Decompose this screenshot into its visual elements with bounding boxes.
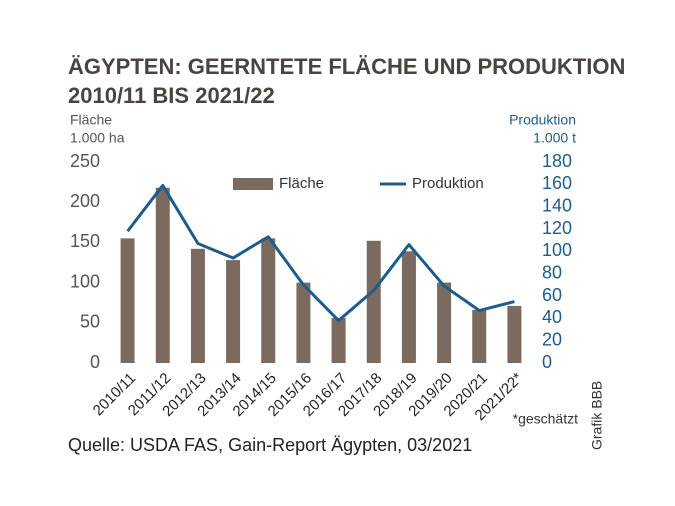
bar — [296, 282, 311, 363]
source: Quelle: USDA FAS, Gain-Report Ägypten, 0… — [68, 435, 472, 455]
y2-axis-label: Produktion — [509, 112, 576, 128]
chart-subtitle: 2010/11 BIS 2021/22 — [68, 83, 275, 108]
y2-tick-label: 100 — [542, 240, 572, 260]
y2-tick-label: 40 — [542, 307, 562, 327]
footnote: *geschätzt — [513, 411, 578, 427]
bar — [120, 238, 135, 363]
y-tick-label: 200 — [70, 191, 100, 211]
y-axis-label: 1.000 ha — [70, 130, 125, 146]
bar — [226, 260, 241, 363]
y2-tick-label: 180 — [542, 151, 572, 171]
y2-axis-label: 1.000 t — [533, 130, 576, 146]
y-tick-label: 50 — [80, 312, 100, 332]
y2-tick-label: 0 — [542, 352, 552, 372]
legend-label: Fläche — [279, 175, 324, 192]
legend-swatch — [233, 178, 273, 190]
bar — [366, 240, 381, 363]
legend-label: Produktion — [412, 175, 484, 192]
bar — [331, 317, 346, 363]
y-tick-label: 150 — [70, 231, 100, 251]
bar — [155, 187, 170, 363]
y-tick-label: 100 — [70, 271, 100, 291]
y2-tick-label: 120 — [542, 218, 572, 238]
bar — [190, 248, 205, 363]
y2-tick-label: 160 — [542, 173, 572, 193]
chart-title: ÄGYPTEN: GEERNTETE FLÄCHE UND PRODUKTION — [68, 54, 625, 79]
y2-tick-label: 20 — [542, 329, 562, 349]
bar — [472, 309, 487, 363]
bar — [401, 251, 416, 363]
y2-tick-label: 80 — [542, 262, 562, 282]
line — [126, 183, 515, 323]
y-tick-label: 250 — [70, 151, 100, 171]
bar — [507, 305, 522, 363]
y2-tick-label: 140 — [542, 195, 572, 215]
credit: Grafik BBB — [589, 381, 605, 450]
bar — [261, 238, 276, 363]
y-axis-label: Fläche — [70, 112, 112, 128]
y2-tick-label: 60 — [542, 285, 562, 305]
y-tick-label: 0 — [90, 352, 100, 372]
bar — [437, 282, 452, 363]
